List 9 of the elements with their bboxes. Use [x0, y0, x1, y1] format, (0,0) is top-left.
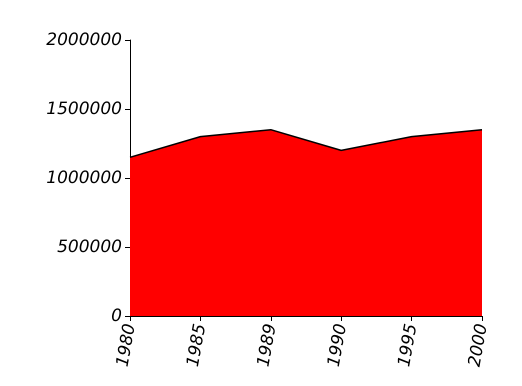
y-tick-label: 1000000: [46, 168, 122, 188]
x-tick-label: 1995: [394, 322, 422, 368]
x-tick-label: 1989: [253, 322, 281, 368]
y-tick-label: 1500000: [46, 99, 122, 119]
x-tick-label: 1990: [324, 322, 352, 368]
y-tick-label: 500000: [57, 237, 122, 257]
x-tick-label: 2000: [464, 322, 492, 368]
x-tick-label: 1985: [183, 322, 210, 368]
y-tick-label: 2000000: [46, 30, 122, 50]
